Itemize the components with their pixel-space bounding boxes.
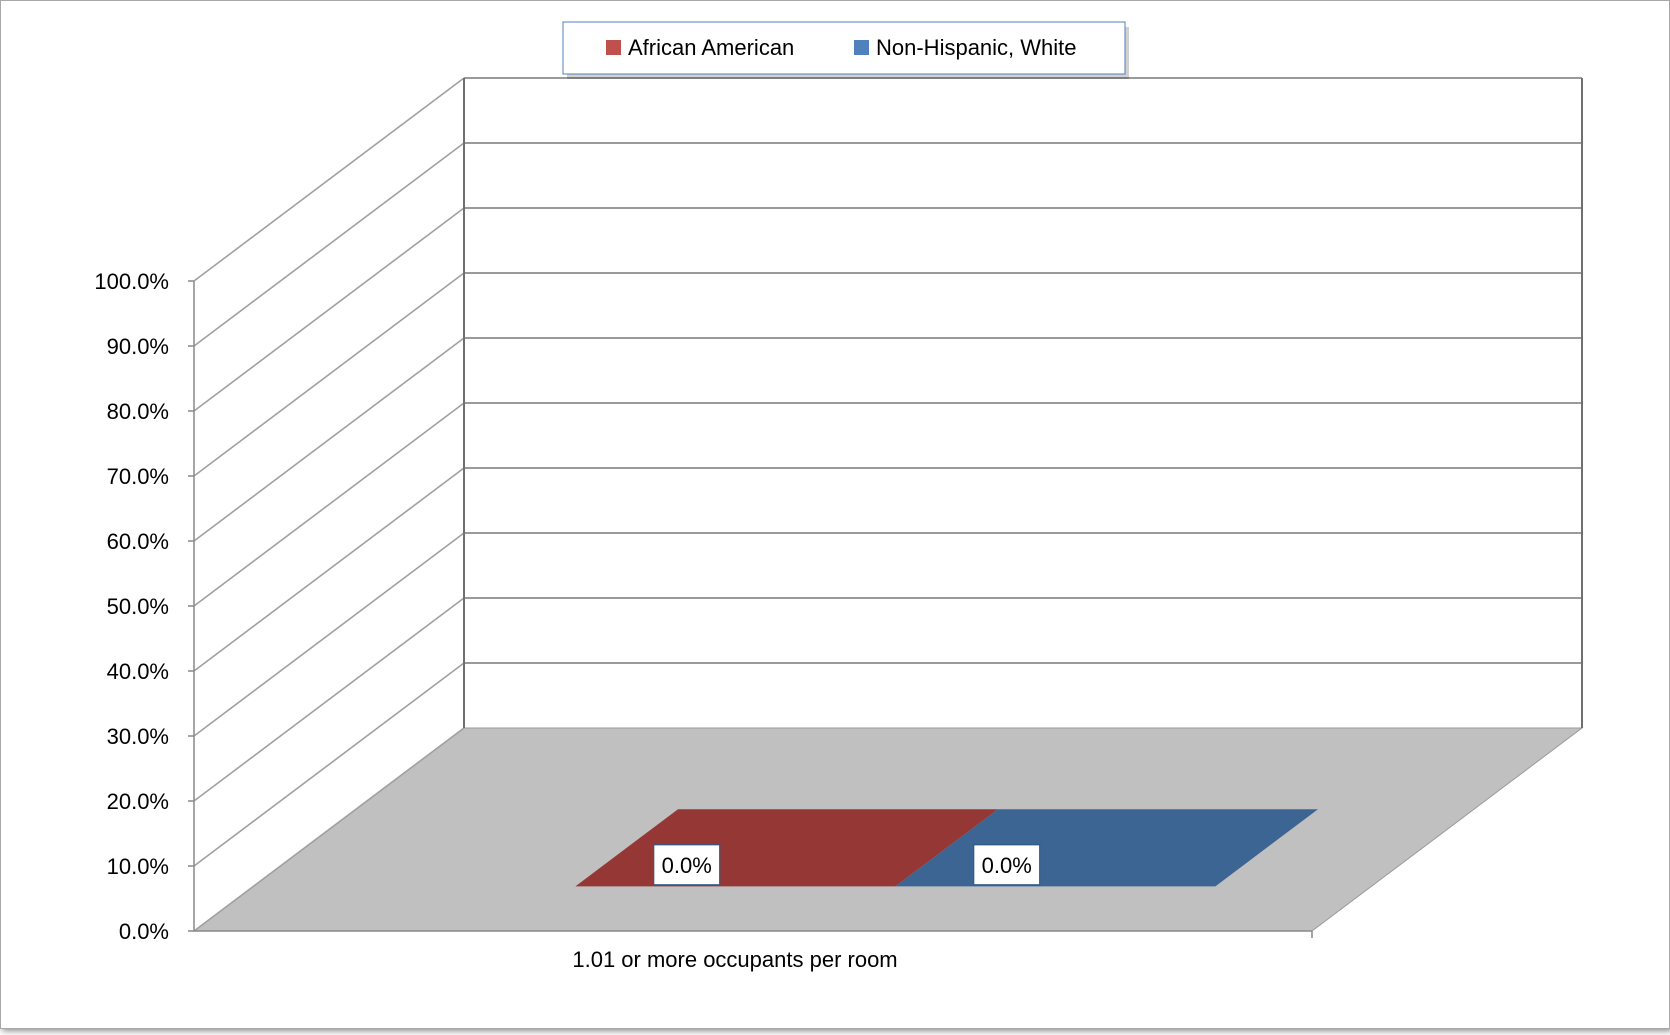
side-gridline (193, 142, 465, 347)
side-gridline (193, 207, 465, 412)
side-gridline (193, 272, 465, 477)
side-gridline (193, 77, 465, 282)
side-gridline (193, 662, 465, 867)
y-tick-label: 40.0% (107, 659, 169, 684)
legend-item-african-american: African American (628, 35, 794, 60)
y-tick-label: 90.0% (107, 334, 169, 359)
data-label: 0.0% (662, 853, 712, 878)
data-label-box (653, 844, 721, 886)
y-tick-label: 60.0% (107, 529, 169, 554)
legend-item-african-american-swatch (606, 40, 621, 55)
legend-item-non-hispanic-white: Non-Hispanic, White (876, 35, 1077, 60)
data-label-box (973, 844, 1041, 886)
y-tick-label: 30.0% (107, 724, 169, 749)
legend-item-non-hispanic-white-swatch (854, 40, 869, 55)
x-category-label: 1.01 or more occupants per room (572, 947, 897, 972)
data-label: 0.0% (982, 853, 1032, 878)
side-gridline (193, 597, 465, 802)
legend (562, 21, 1126, 75)
side-gridline (193, 337, 465, 542)
y-tick-label: 20.0% (107, 789, 169, 814)
side-gridline (193, 467, 465, 672)
y-tick-label: 50.0% (107, 594, 169, 619)
side-gridline (193, 727, 465, 932)
y-tick-label: 10.0% (107, 854, 169, 879)
y-tick-label: 100.0% (94, 269, 169, 294)
y-tick-label: 0.0% (119, 919, 169, 944)
side-gridline (193, 402, 465, 607)
y-tick-label: 80.0% (107, 399, 169, 424)
side-gridline (193, 532, 465, 737)
y-tick-label: 70.0% (107, 464, 169, 489)
